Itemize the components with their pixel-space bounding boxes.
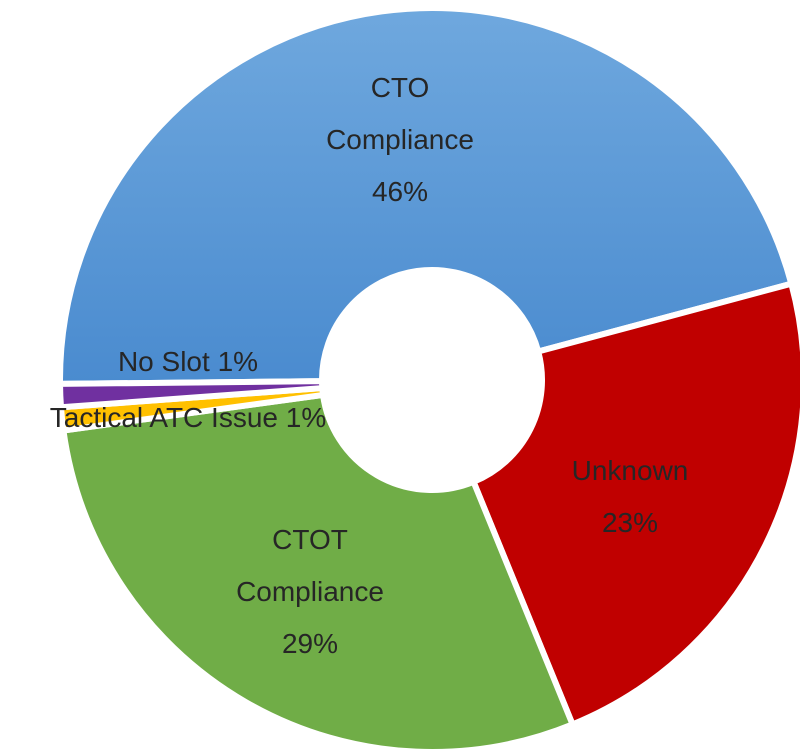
category-name: Unknown xyxy=(571,455,689,486)
category-name: CTOT Compliance xyxy=(236,524,384,607)
donut-slice xyxy=(60,391,577,750)
value-label: 1% xyxy=(285,402,327,433)
donut-slice xyxy=(469,280,800,729)
value-label: 1% xyxy=(217,346,259,377)
value-label: 23% xyxy=(601,507,659,538)
slice-label: Unknown 23% xyxy=(555,445,705,549)
value-label: 29% xyxy=(281,628,339,659)
category-name: Tactical ATC Issue xyxy=(49,402,278,433)
donut-slice xyxy=(56,378,326,411)
slice-label: CTOT Compliance 29% xyxy=(215,514,405,670)
category-name: CTO Compliance xyxy=(326,72,474,155)
donut-slice xyxy=(57,5,796,387)
slice-label: No Slot 1% xyxy=(118,346,258,378)
value-label: 46% xyxy=(371,176,429,207)
slice-label: CTO Compliance 46% xyxy=(305,62,495,218)
category-name: No Slot xyxy=(117,346,210,377)
slice-label: Tactical ATC Issue 1% xyxy=(50,402,326,434)
